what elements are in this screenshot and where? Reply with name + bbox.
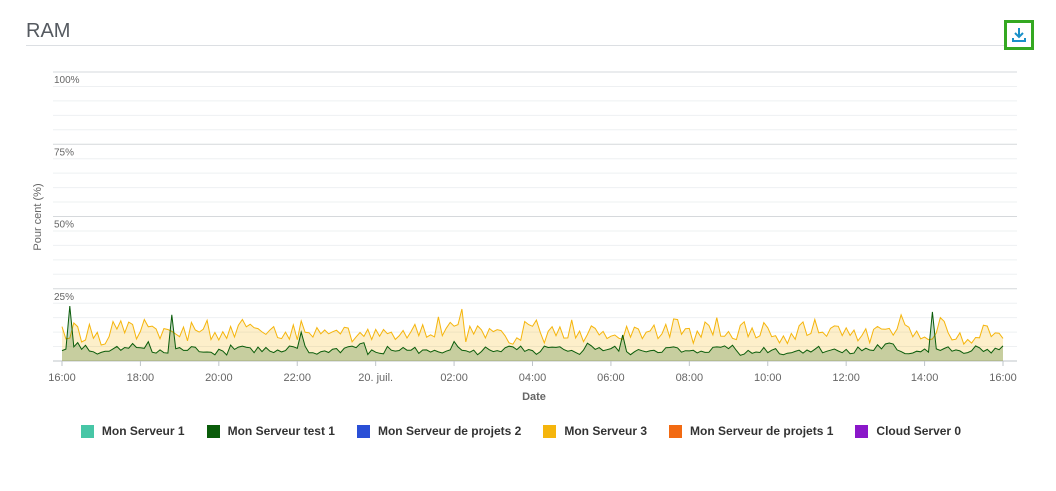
series-area-1 [62,306,1003,361]
chart-legend: Mon Serveur 1 Mon Serveur test 1 Mon Serve… [0,424,1042,438]
legend-item[interactable]: Mon Serveur de projets 2 [356,424,522,438]
x-tick-label: 16:00 [989,372,1017,384]
x-tick-label: 16:00 [48,372,76,384]
legend-item[interactable]: Mon Serveur test 1 [206,424,335,438]
x-tick-label: 20. juil. [358,372,393,384]
legend-label: Mon Serveur 3 [564,424,648,438]
x-tick-label: 02:00 [440,372,468,384]
ram-chart: 100% 75% 50% 25% 16:00 18:00 20:00 22:00 20. ju… [32,71,1017,403]
legend-swatch [80,424,94,438]
x-tick-label: 14:00 [911,372,939,384]
legend-label: Mon Serveur test 1 [227,424,335,438]
y-axis-title: Pour cent (%) [32,183,44,250]
legend-swatch [669,424,683,438]
chart-grid [53,71,1017,362]
x-axis-ticks: 16:00 18:00 20:00 22:00 20. juil. 02:00 04:00 0… [48,361,1017,384]
legend-swatch [356,424,370,438]
panel-title: RAM [26,20,71,42]
x-tick-label: 08:00 [676,372,704,384]
legend-label: Mon Serveur 1 [101,424,185,438]
y-tick-label: 50% [54,220,74,231]
series-line-1 [61,306,1004,356]
title-divider [26,45,1016,46]
legend-swatch [855,424,869,438]
download-icon [1012,28,1026,42]
x-tick-label: 22:00 [283,372,311,384]
y-axis-ticks: 100% 75% 50% 25% [54,75,80,303]
x-tick-label: 04:00 [519,372,547,384]
y-tick-label: 75% [54,147,74,158]
x-axis-title: Date [522,391,546,403]
legend-label: Mon Serveur de projets 2 [377,424,522,438]
x-tick-label: 12:00 [832,372,860,384]
y-tick-label: 100% [54,75,80,86]
x-tick-label: 10:00 [754,372,782,384]
legend-item[interactable]: Mon Serveur 3 [543,424,647,438]
legend-item[interactable]: Cloud Server 0 [855,424,961,438]
x-tick-label: 06:00 [597,372,625,384]
y-tick-label: 25% [54,292,74,303]
legend-label: Mon Serveur de projets 1 [690,424,834,438]
chart-series-areas [61,306,1004,361]
series-line-3 [61,308,1004,346]
legend-item[interactable]: Mon Serveur de projets 1 [669,424,833,438]
legend-item[interactable]: Mon Serveur 1 [80,424,185,438]
x-tick-label: 20:00 [205,372,233,384]
download-button[interactable] [1004,20,1034,50]
legend-swatch [543,424,557,438]
x-tick-label: 18:00 [127,372,155,384]
legend-swatch [206,424,220,438]
legend-label: Cloud Server 0 [876,424,962,438]
